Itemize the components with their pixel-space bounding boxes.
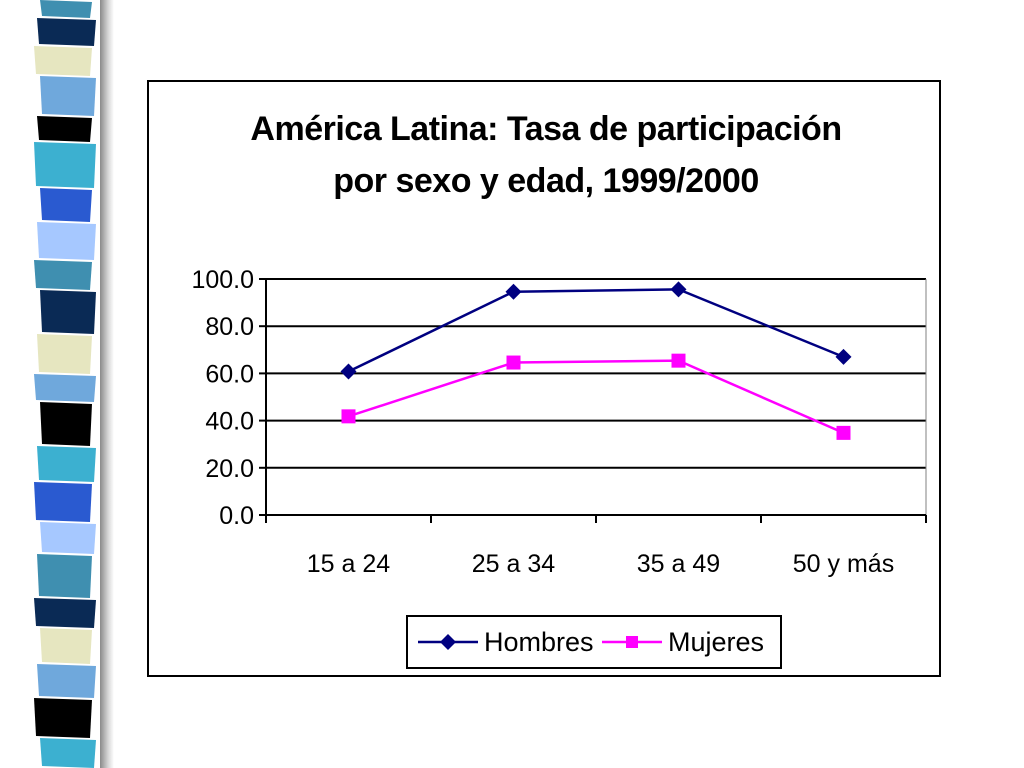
- stripe-19: [37, 664, 96, 698]
- stripe-10: [37, 334, 92, 374]
- stripe-9: [40, 290, 96, 334]
- stripe-15: [40, 522, 96, 554]
- stripe-8: [34, 260, 92, 290]
- point-mujeres-3: [836, 425, 851, 440]
- stripe-18: [40, 628, 92, 664]
- x-tick-label-3: 50 y más: [793, 550, 894, 578]
- y-tick-label-4: 80.0: [205, 313, 254, 341]
- stripe-16: [37, 554, 92, 598]
- point-hombres-0: [340, 363, 357, 380]
- decorative-stripe-bar: [34, 0, 96, 768]
- stripe-0: [40, 0, 92, 18]
- y-tick-label-1: 20.0: [205, 455, 254, 483]
- chart-title-line-2: por sexo y edad, 1999/2000: [333, 162, 759, 200]
- stripe-4: [37, 116, 92, 142]
- y-tick-label-0: 0.0: [219, 502, 254, 530]
- legend: Hombres Mujeres: [406, 615, 782, 669]
- stripe-5: [34, 142, 96, 188]
- stripe-11: [34, 374, 96, 402]
- legend-label-mujeres: Mujeres: [668, 626, 765, 657]
- stripe-7: [37, 222, 96, 260]
- y-tick-label-5: 100.0: [191, 266, 254, 294]
- stripe-shadow: [100, 0, 114, 768]
- stripe-12: [40, 402, 92, 446]
- x-tick-label-2: 35 a 49: [637, 550, 720, 578]
- legend-entry-mujeres: Mujeres: [602, 617, 764, 667]
- stripe-21: [40, 738, 96, 768]
- stripe-13: [37, 446, 96, 482]
- point-hombres-3: [835, 348, 852, 365]
- series-line-mujeres: [348, 359, 845, 435]
- legend-marker-mujeres: [602, 636, 662, 648]
- x-tick-label-0: 15 a 24: [307, 550, 391, 578]
- stripe-14: [34, 482, 92, 522]
- chart-frame: América Latina: Tasa de participación po…: [147, 80, 941, 677]
- legend-marker-hombres: [418, 634, 478, 650]
- stripe-1: [37, 18, 96, 46]
- point-mujeres-2: [671, 353, 686, 368]
- chart-plot: 0.0 20.0 40.0 60.0 80.0 100.0 15 a 24 25 a 34 35…: [191, 266, 927, 578]
- stripe-20: [34, 698, 92, 738]
- point-mujeres-0: [341, 409, 356, 424]
- x-tick-label-1: 25 a 34: [472, 550, 556, 578]
- point-hombres-2: [670, 281, 687, 298]
- point-mujeres-1: [506, 355, 521, 370]
- stripe-17: [34, 598, 96, 628]
- legend-label-hombres: Hombres: [484, 626, 594, 657]
- y-tick-label-3: 60.0: [205, 360, 254, 388]
- y-tick-label-2: 40.0: [205, 408, 254, 436]
- stripe-3: [40, 76, 96, 116]
- stripe-6: [40, 188, 92, 222]
- point-hombres-1: [505, 283, 522, 300]
- series-line-hombres: [347, 288, 844, 373]
- stripe-2: [34, 46, 92, 76]
- chart-title-line-1: América Latina: Tasa de participación: [250, 110, 842, 148]
- legend-entry-hombres: Hombres: [418, 617, 594, 667]
